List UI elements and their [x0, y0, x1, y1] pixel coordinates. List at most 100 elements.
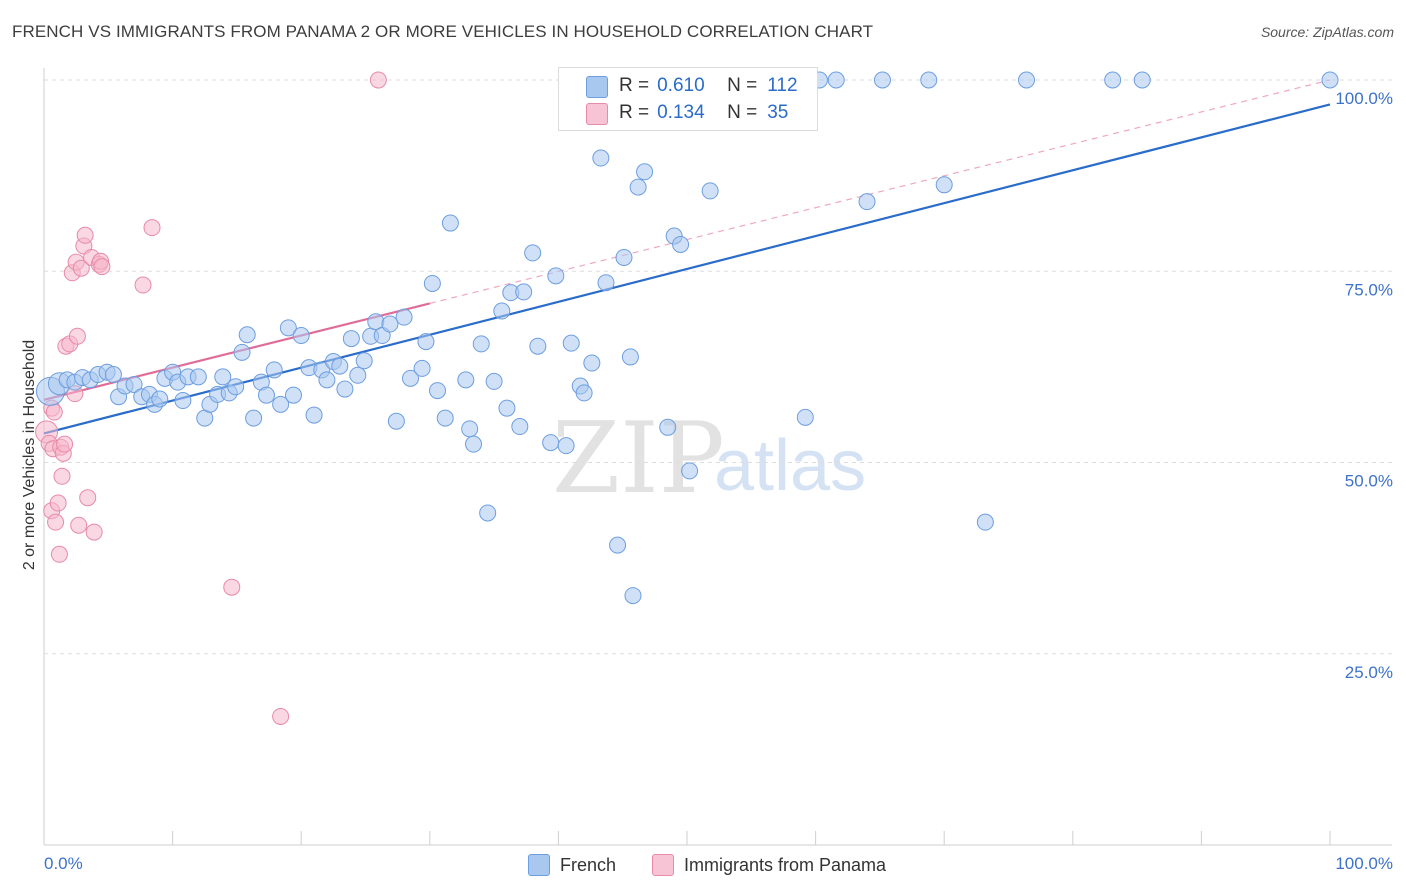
gridlines — [44, 79, 1392, 655]
panama-swatch — [586, 103, 608, 125]
french-point — [976, 513, 994, 531]
legend-panama-label: Immigrants from Panama — [684, 854, 887, 875]
french-point — [515, 283, 533, 301]
panama-point — [47, 513, 65, 531]
french-point — [615, 248, 633, 266]
panama-point — [68, 327, 86, 345]
french-point — [189, 368, 207, 386]
french-n-value: 112 — [767, 75, 798, 96]
panama-point — [93, 258, 111, 276]
french-point — [284, 386, 302, 404]
legend-french-label: French — [560, 854, 617, 875]
french-point — [429, 382, 447, 400]
panama-point — [143, 219, 161, 237]
panama-point — [223, 578, 241, 596]
panama-r-value: 0.134 — [657, 102, 705, 123]
axes — [43, 68, 1392, 846]
french-point — [479, 504, 497, 522]
french-point — [441, 214, 459, 232]
french-point — [349, 366, 367, 384]
french-point — [465, 435, 483, 453]
french-point — [417, 333, 435, 351]
french-point — [457, 371, 475, 389]
french-point — [125, 375, 143, 393]
french-n-label: N = — [727, 75, 758, 96]
correlation-legend: R = 0.610 N = 112 R = 0.134 N = 35 — [558, 67, 818, 131]
panama-point — [72, 259, 90, 277]
watermark: ZIP atlas — [552, 402, 866, 516]
french-point — [436, 409, 454, 427]
y-tick-label: 25.0% — [1345, 663, 1393, 682]
y-tick-label: 75.0% — [1345, 280, 1393, 299]
panama-point — [369, 71, 387, 89]
french-point — [305, 406, 323, 424]
panama-point — [79, 489, 97, 507]
french-point — [472, 335, 490, 353]
french-point — [279, 319, 297, 337]
french-point — [575, 384, 593, 402]
french-point — [681, 462, 699, 480]
french-point — [413, 359, 431, 377]
french-point — [858, 193, 876, 211]
x-tick-label: 100.0% — [1335, 854, 1393, 873]
french-point — [265, 361, 283, 379]
french-point — [336, 380, 354, 398]
legend-item-panama: Immigrants from Panama — [652, 853, 886, 877]
french-point — [583, 354, 601, 372]
legend-item-french: French — [528, 853, 616, 877]
tick-labels: 25.0% 50.0% 75.0% 100.0% 0.0% 100.0% — [44, 89, 1393, 873]
french-point — [498, 399, 516, 417]
french-point — [238, 326, 256, 344]
french-point — [272, 395, 290, 413]
panama-point — [134, 276, 152, 294]
french-point — [562, 334, 580, 352]
french-point — [402, 369, 420, 387]
watermark-atlas: atlas — [714, 426, 866, 506]
french-point — [935, 176, 953, 194]
legend-panama-swatch — [652, 854, 674, 876]
panama-r-label: R = — [619, 102, 650, 123]
legend-french-swatch — [528, 854, 550, 876]
french-point — [636, 163, 654, 181]
panama-point — [70, 516, 88, 534]
french-point — [381, 315, 399, 333]
panama-trend-extension — [429, 79, 1331, 304]
french-point — [511, 418, 529, 436]
french-swatch — [586, 76, 608, 98]
french-point — [292, 327, 310, 345]
french-point — [331, 357, 349, 375]
panama-point — [56, 435, 74, 453]
french-point — [342, 330, 360, 348]
chart-title: FRENCH VS IMMIGRANTS FROM PANAMA 2 OR MO… — [12, 22, 874, 41]
panama-point — [76, 226, 94, 244]
panama-point — [50, 545, 68, 563]
french-point — [1018, 71, 1036, 89]
panama-point — [45, 403, 63, 421]
french-stats: R = 0.610 N = 112 — [619, 74, 798, 98]
french-point — [227, 378, 245, 396]
french-point — [104, 366, 122, 384]
french-point — [1133, 71, 1151, 89]
french-point — [423, 274, 441, 292]
source-credit: Source: ZipAtlas.com — [1260, 24, 1394, 40]
panama-n-value: 35 — [767, 102, 789, 123]
french-point — [624, 587, 642, 605]
french-point — [461, 420, 479, 438]
panama-point — [272, 707, 290, 725]
panama-point — [53, 467, 71, 485]
french-point — [151, 390, 169, 408]
y-tick-label: 50.0% — [1345, 472, 1393, 491]
french-point — [257, 386, 275, 404]
french-point — [629, 178, 647, 196]
french-point — [1104, 71, 1122, 89]
french-point — [524, 244, 542, 262]
french-point — [796, 408, 814, 426]
french-point — [529, 337, 547, 355]
french-point — [621, 348, 639, 366]
french-point — [485, 372, 503, 390]
french-point — [233, 343, 251, 361]
french-point — [557, 437, 575, 455]
french-point — [547, 267, 565, 285]
french-point — [701, 182, 719, 200]
